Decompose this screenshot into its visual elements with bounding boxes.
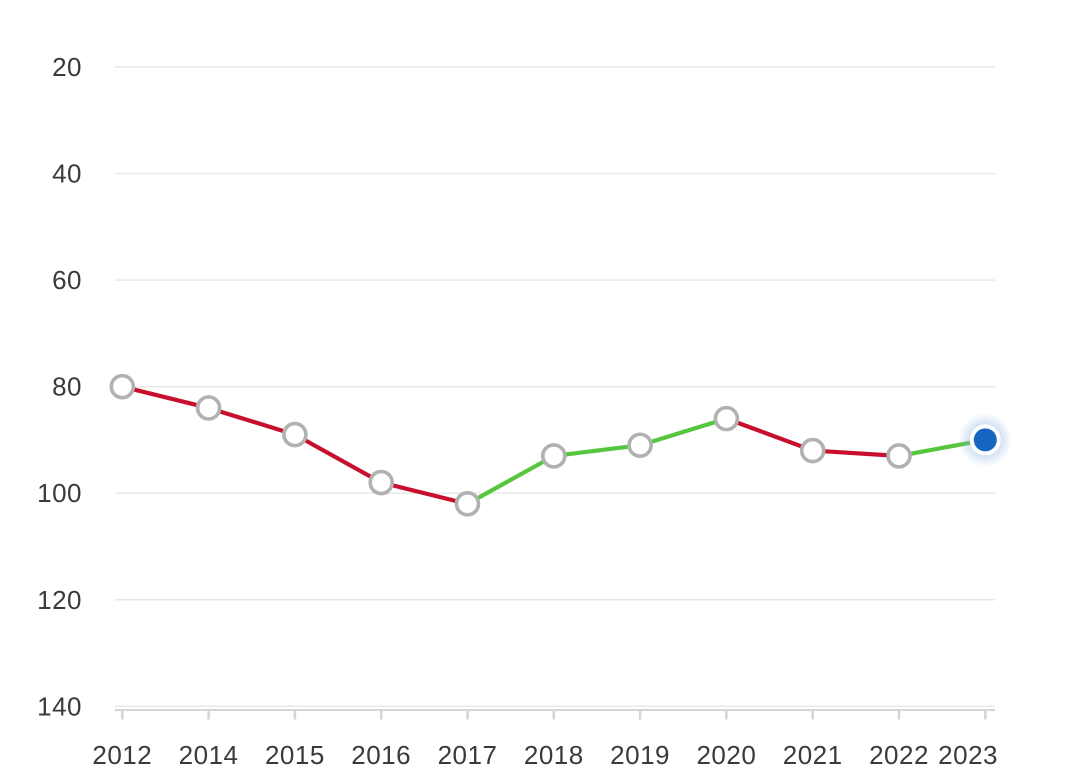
segment-2020-2021 xyxy=(724,416,815,453)
y-tick-label-40: 40 xyxy=(52,159,82,189)
segment-2018-2019 xyxy=(551,443,643,459)
x-tick-label-2018: 2018 xyxy=(524,740,584,770)
data-point-2014 xyxy=(195,395,222,421)
data-point-2015 xyxy=(282,421,308,448)
segment-2019-2020 xyxy=(637,416,729,448)
y-tick-label-80: 80 xyxy=(52,372,82,402)
segment-2014-2015 xyxy=(206,405,297,437)
data-point-2022 xyxy=(886,443,912,469)
data-point-2012 xyxy=(109,373,136,400)
data-point-markers xyxy=(109,373,912,517)
current-year-point xyxy=(958,412,1013,467)
segment-2017-2018 xyxy=(465,453,556,506)
y-axis-tick-labels: 20 40 60 80 100 120 140 xyxy=(37,52,82,721)
data-point-2018 xyxy=(540,443,567,469)
data-point-2020 xyxy=(713,405,740,432)
x-tick-label-2023: 2023 xyxy=(938,740,998,770)
y-tick-label-100: 100 xyxy=(37,478,82,508)
x-tick-label-2021: 2021 xyxy=(783,740,843,770)
data-point-2021 xyxy=(799,437,826,464)
segment-2021-2022 xyxy=(810,448,902,459)
x-tick-label-2017: 2017 xyxy=(438,740,498,770)
x-tick-label-2020: 2020 xyxy=(696,740,756,770)
x-tick-label-2014: 2014 xyxy=(179,740,239,770)
data-point-2017 xyxy=(454,491,481,517)
x-tick-label-2022: 2022 xyxy=(869,740,929,770)
segment-2012-2014 xyxy=(120,384,211,411)
y-tick-label-120: 120 xyxy=(37,585,82,615)
data-point-2019 xyxy=(627,432,653,459)
x-tick-label-2012: 2012 xyxy=(92,740,152,770)
current-point-dot xyxy=(973,428,997,452)
x-tick-label-2016: 2016 xyxy=(351,740,411,770)
x-tick-label-2015: 2015 xyxy=(265,740,325,770)
y-gridlines xyxy=(115,66,995,707)
segment-2016-2017 xyxy=(379,480,470,506)
y-tick-label-60: 60 xyxy=(52,265,82,295)
x-axis-tick-labels: 2012 2014 2015 2016 2017 2018 2019 2020 2021 2022… xyxy=(92,740,998,770)
y-tick-label-140: 140 xyxy=(37,691,82,721)
data-point-2016 xyxy=(368,469,395,496)
x-axis-line xyxy=(115,709,995,720)
x-tick-label-2019: 2019 xyxy=(610,740,670,770)
y-tick-label-20: 20 xyxy=(52,52,82,82)
segment-2015-2016 xyxy=(292,432,384,485)
